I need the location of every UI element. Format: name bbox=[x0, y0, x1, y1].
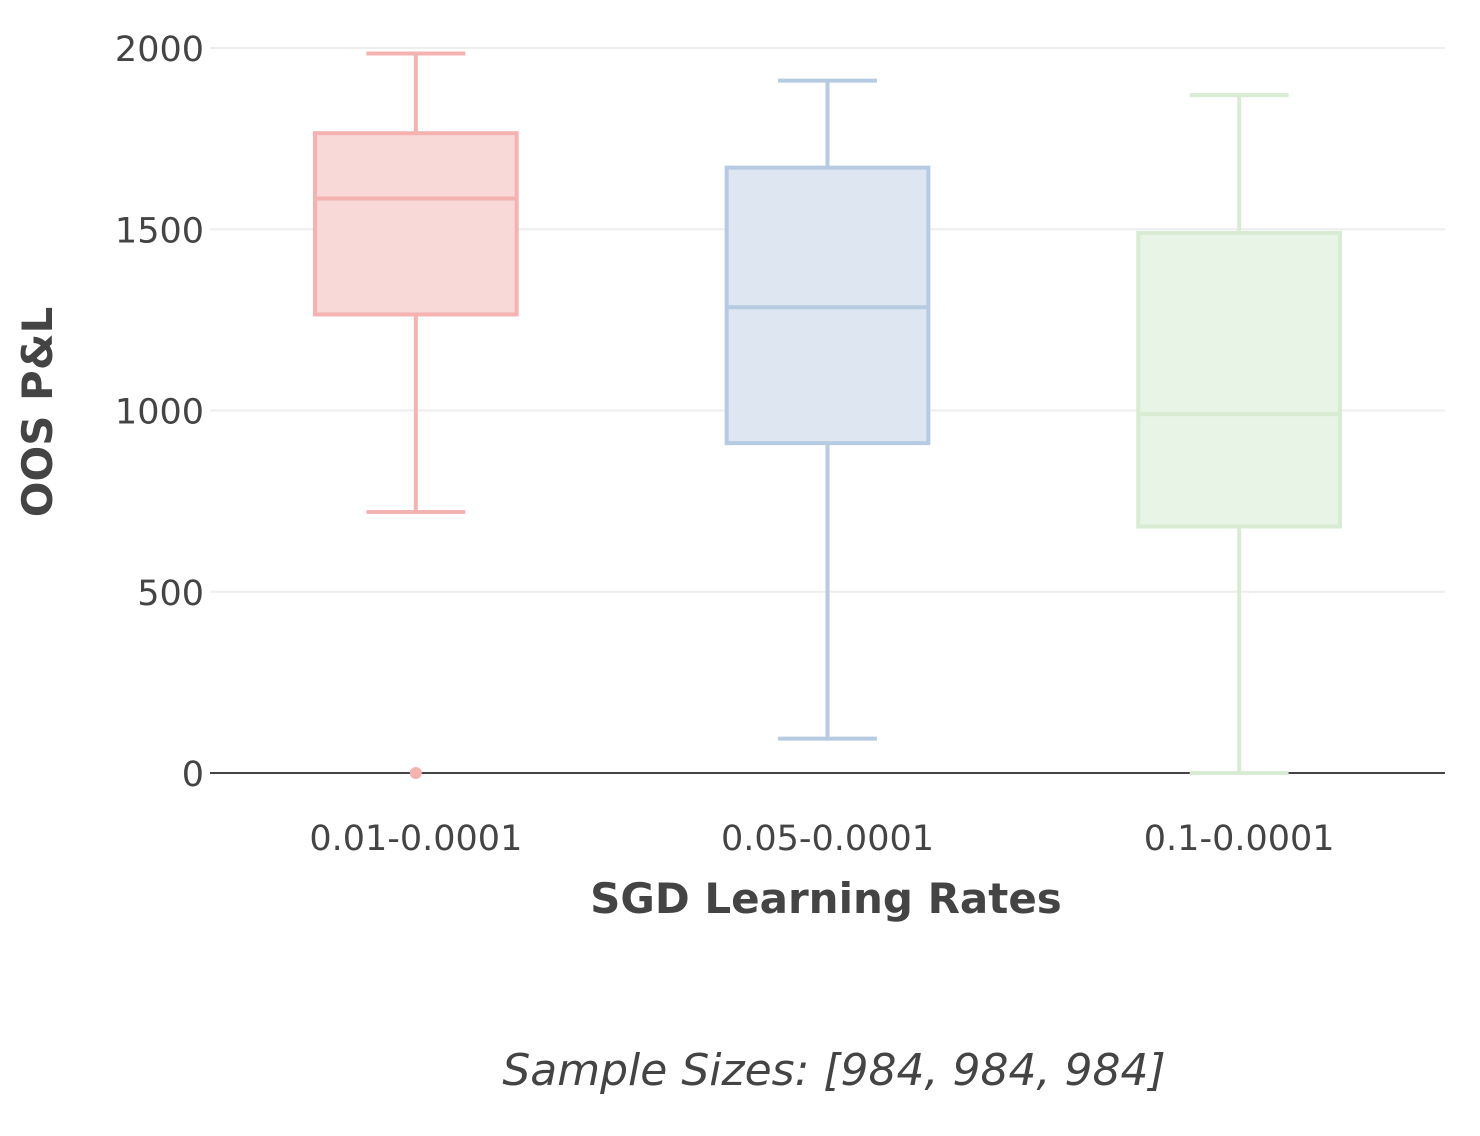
x-tick-label-0.01-0.0001: 0.01-0.0001 bbox=[309, 819, 522, 859]
x-axis-title: SGD Learning Rates bbox=[590, 874, 1062, 923]
iqr-box bbox=[1136, 230, 1343, 529]
box-0.1-0.0001 bbox=[1136, 93, 1343, 775]
x-tick-label-0.05-0.0001: 0.05-0.0001 bbox=[721, 819, 934, 859]
box-0.01-0.0001 bbox=[312, 51, 519, 779]
sample-size-annotation: Sample Sizes: [984, 984, 984] bbox=[502, 1045, 1165, 1096]
y-tick-label-1500: 1500 bbox=[115, 211, 204, 251]
y-axis-title: OOS P&L bbox=[13, 307, 62, 517]
y-tick-label-0: 0 bbox=[182, 755, 204, 795]
x-tick-label-0.1-0.0001: 0.1-0.0001 bbox=[1144, 819, 1335, 859]
outlier-point-0 bbox=[409, 767, 422, 779]
y-tick-label-2000: 2000 bbox=[115, 30, 204, 70]
y-tick-labels: 0 500 1000 1500 2000 bbox=[115, 30, 204, 795]
iqr-box bbox=[312, 131, 519, 317]
y-tick-label-1000: 1000 bbox=[115, 393, 204, 433]
x-tick-labels: 0.01-0.0001 0.05-0.0001 0.1-0.0001 bbox=[309, 819, 1334, 859]
box-0.05-0.0001 bbox=[724, 78, 931, 741]
y-tick-label-500: 500 bbox=[137, 574, 204, 614]
boxes bbox=[312, 51, 1343, 779]
